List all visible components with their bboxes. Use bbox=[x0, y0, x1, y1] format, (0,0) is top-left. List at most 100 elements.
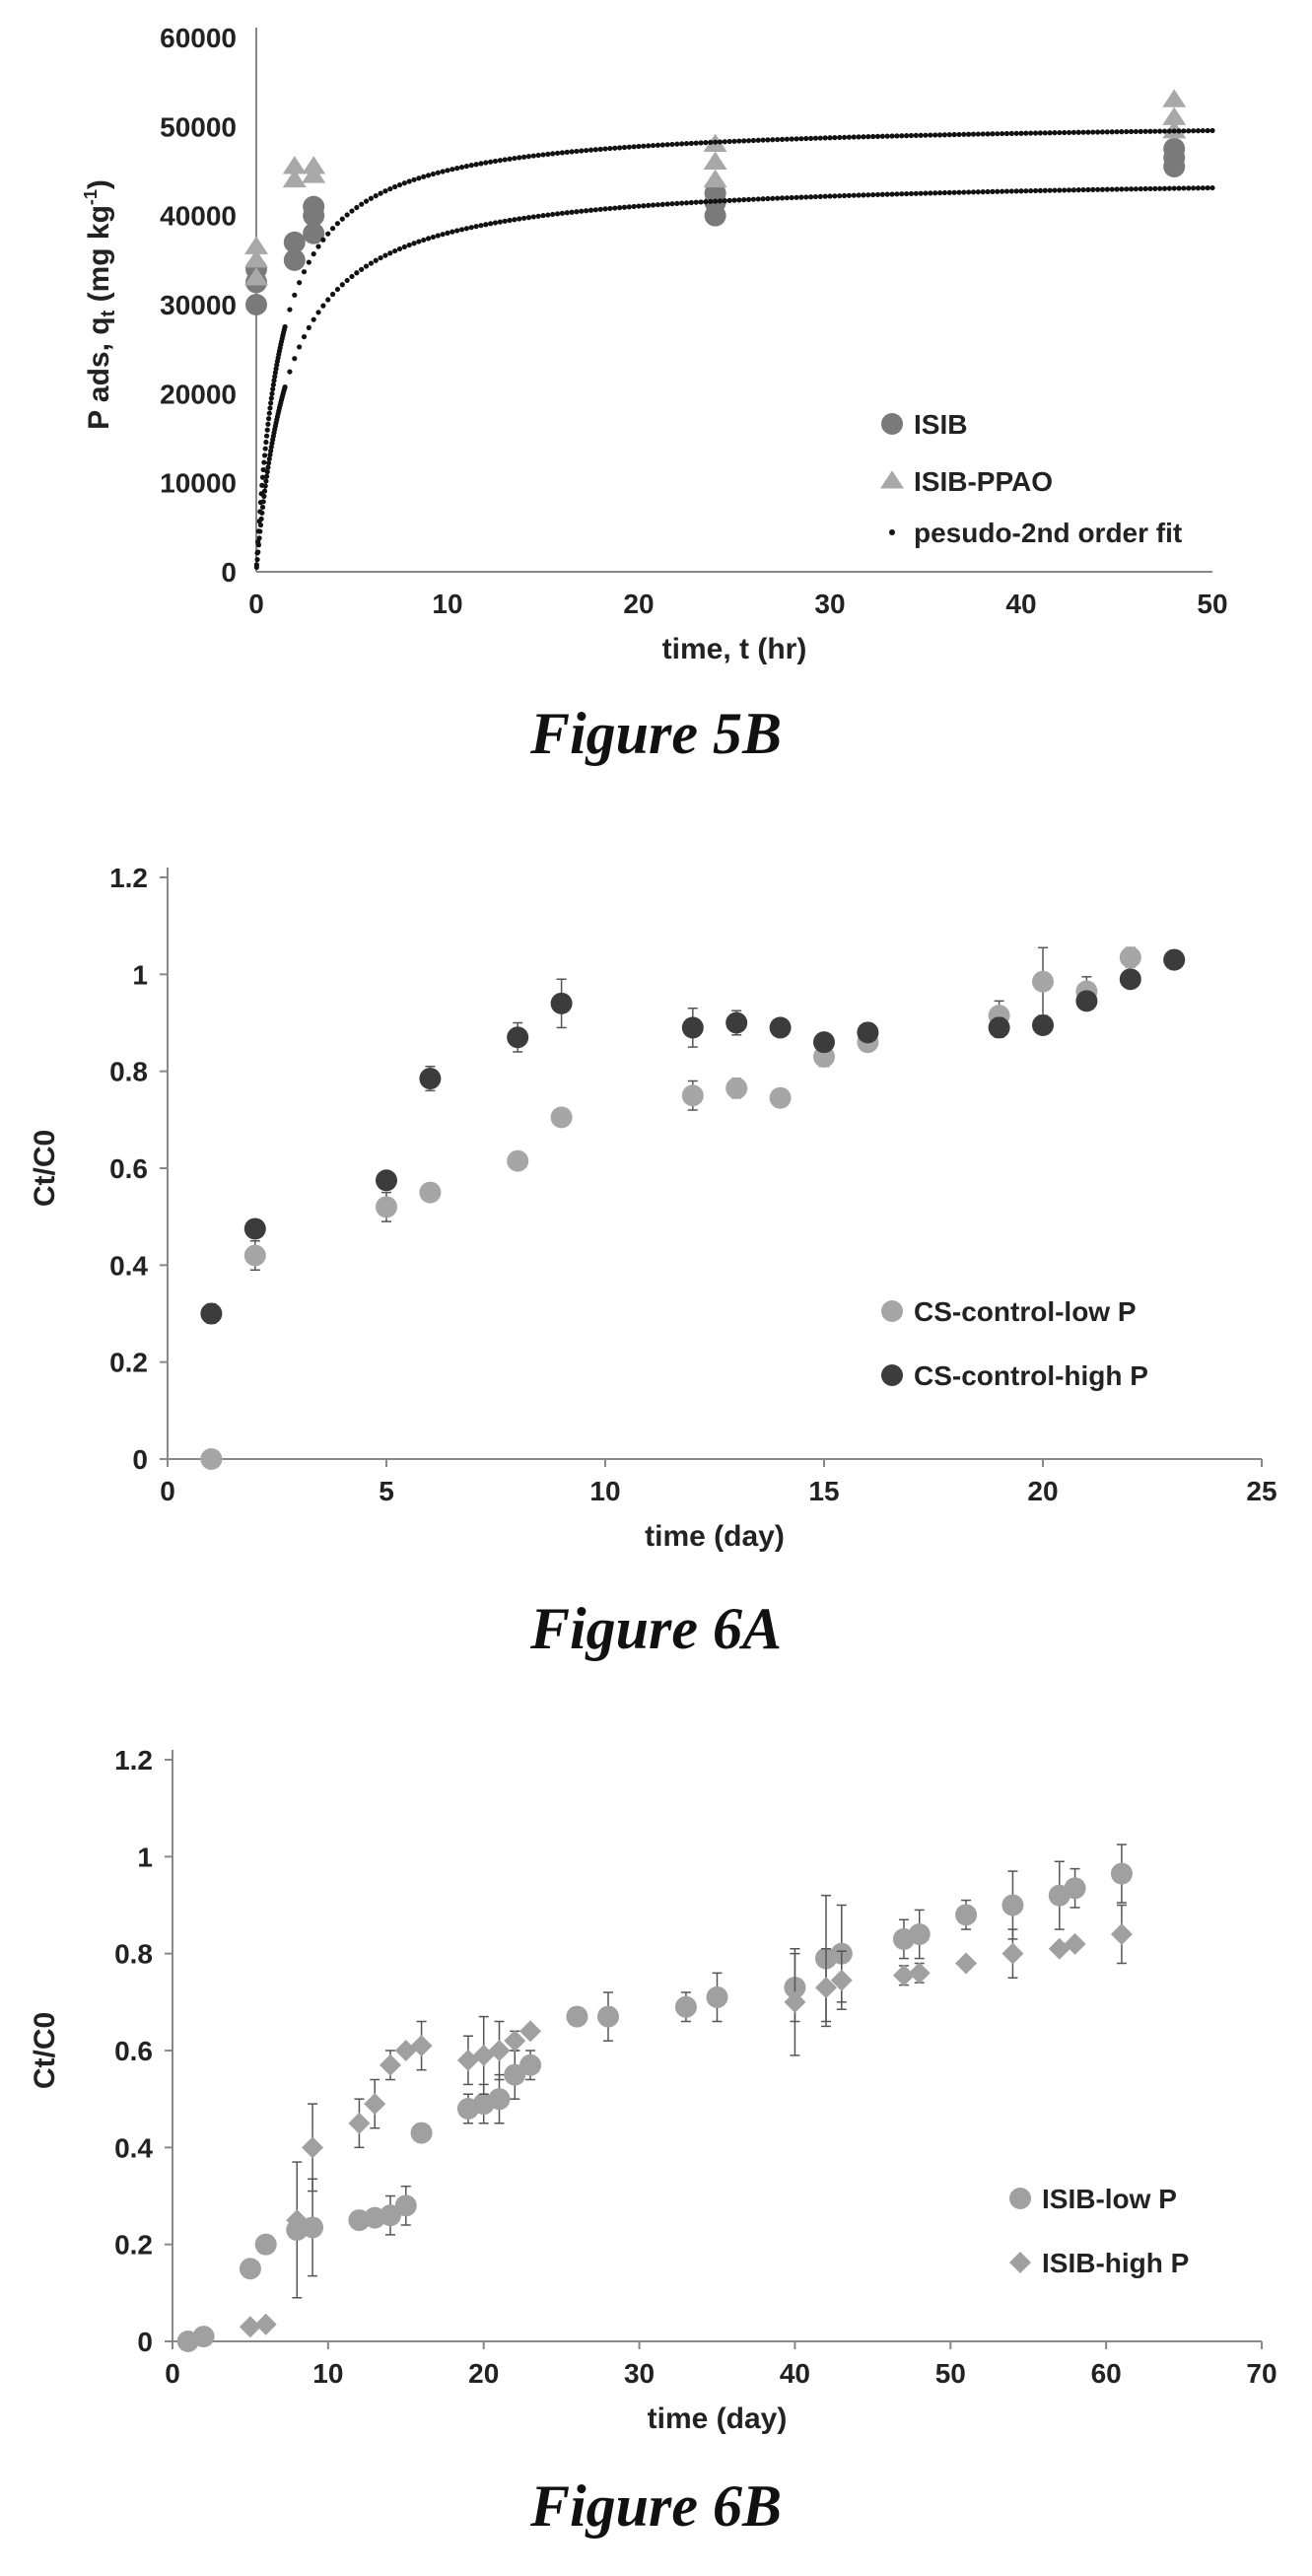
series-pesudo-2nd-order-fit-point bbox=[602, 206, 608, 212]
series-pesudo-2nd-order-fit-point bbox=[1191, 128, 1197, 134]
series-pesudo-2nd-order-fit-point bbox=[1075, 129, 1081, 135]
series-pesudo-2nd-order-fit-point bbox=[851, 192, 857, 198]
series-pesudo-2nd-order-fit-point bbox=[985, 131, 991, 137]
series-pesudo-2nd-order-fit-point bbox=[770, 195, 776, 201]
series-cs-control-high-p-point bbox=[769, 1016, 792, 1039]
series-pesudo-2nd-order-fit-point bbox=[463, 226, 469, 232]
x-tick-label: 30 bbox=[624, 2358, 655, 2389]
series-pesudo-2nd-order-fit-point bbox=[703, 140, 709, 146]
series-pesudo-2nd-order-fit-point bbox=[1114, 186, 1120, 192]
series-pesudo-2nd-order-fit-point bbox=[259, 504, 266, 511]
series-isib-low-p-point bbox=[1001, 1894, 1024, 1916]
series-pesudo-2nd-order-fit-point bbox=[646, 143, 652, 149]
series-pesudo-2nd-order-fit-point bbox=[856, 134, 862, 140]
series-pesudo-2nd-order-fit-point bbox=[1066, 129, 1072, 136]
series-pesudo-2nd-order-fit-point bbox=[1000, 130, 1005, 137]
series-isib-high-p-point bbox=[504, 2030, 526, 2053]
series-pesudo-2nd-order-fit-point bbox=[961, 189, 967, 195]
series-pesudo-2nd-order-fit-point bbox=[985, 188, 991, 195]
series-pesudo-2nd-order-fit-point bbox=[1047, 130, 1053, 136]
series-pesudo-2nd-order-fit-point bbox=[951, 131, 957, 138]
series-cs-control-low-p-legend-label: CS-control-low P bbox=[914, 1296, 1137, 1327]
series-pesudo-2nd-order-fit-point bbox=[411, 241, 417, 246]
series-cs-control-high-p-point bbox=[419, 1068, 442, 1090]
series-pesudo-2nd-order-fit-point bbox=[794, 194, 799, 200]
series-cs-control-low-p-point bbox=[725, 1077, 748, 1099]
y-tick-label: 0.6 bbox=[109, 1153, 148, 1184]
series-pesudo-2nd-order-fit-point bbox=[387, 250, 393, 256]
y-tick-label: 0.2 bbox=[109, 1348, 148, 1378]
series-pesudo-2nd-order-fit-point bbox=[416, 175, 422, 181]
series-pesudo-2nd-order-fit-point bbox=[406, 242, 412, 248]
series-isib-high-p-point bbox=[1001, 1942, 1024, 1965]
series-pesudo-2nd-order-fit-point bbox=[265, 464, 271, 470]
series-pesudo-2nd-order-fit-point bbox=[765, 137, 771, 143]
series-pesudo-2nd-order-fit-point bbox=[564, 149, 570, 155]
series-pesudo-2nd-order-fit-point bbox=[392, 183, 398, 190]
series-pesudo-2nd-order-fit-point bbox=[626, 144, 632, 150]
series-isib-low-p-point bbox=[380, 2204, 401, 2227]
y-axis-label-part: -1 bbox=[81, 189, 101, 205]
series-isib-high-p-point bbox=[286, 2209, 309, 2232]
series-pesudo-2nd-order-fit-point bbox=[1166, 128, 1172, 134]
series-pesudo-2nd-order-fit-point bbox=[1114, 129, 1120, 135]
series-pesudo-2nd-order-fit-point bbox=[411, 176, 417, 182]
series-pesudo-2nd-order-fit-point bbox=[812, 193, 819, 200]
series-pesudo-2nd-order-fit-point bbox=[760, 137, 766, 143]
series-isib-low-p-point bbox=[908, 1923, 931, 1945]
series-pesudo-2nd-order-fit-point bbox=[789, 194, 794, 201]
series-pesudo-2nd-order-fit-point bbox=[292, 292, 298, 298]
series-pesudo-2nd-order-fit-point bbox=[832, 134, 838, 141]
y-tick-label: 20000 bbox=[160, 379, 237, 409]
series-isib-low-p-point bbox=[566, 2005, 588, 2028]
series-pesudo-2nd-order-fit-point bbox=[254, 550, 260, 556]
series-isib-ppao-point bbox=[244, 267, 268, 286]
series-pesudo-2nd-order-fit-point bbox=[641, 143, 647, 149]
series-pesudo-2nd-order-fit-point bbox=[559, 210, 566, 216]
series-pesudo-2nd-order-fit-point bbox=[970, 189, 977, 195]
series-pesudo-2nd-order-fit-point bbox=[789, 136, 794, 142]
series-pesudo-2nd-order-fit-point bbox=[1171, 185, 1177, 191]
series-pesudo-2nd-order-fit-point bbox=[995, 188, 1001, 194]
series-pesudo-2nd-order-fit-point bbox=[1028, 130, 1034, 136]
series-pesudo-2nd-order-fit-point bbox=[745, 196, 752, 203]
series-pesudo-2nd-order-fit-point bbox=[579, 208, 585, 214]
series-pesudo-2nd-order-fit-point bbox=[990, 131, 996, 137]
series-pesudo-2nd-order-fit-point bbox=[745, 138, 752, 144]
y-tick-label: 1 bbox=[132, 959, 148, 990]
chart-6a: 0 5 10 15 20 25 0 0.2 0.4 0.6 0.8 1 1.2 time (day) Ct/… bbox=[29, 863, 1277, 1553]
series-pesudo-2nd-order-fit-point bbox=[463, 164, 469, 170]
series-cs-control-high-p-point bbox=[1119, 968, 1141, 991]
series-pesudo-2nd-order-fit-point bbox=[454, 228, 460, 234]
series-pesudo-2nd-order-fit-point bbox=[584, 208, 589, 214]
series-pesudo-2nd-order-fit-point bbox=[292, 356, 298, 362]
series-pesudo-2nd-order-fit-point bbox=[736, 197, 742, 203]
series-pesudo-2nd-order-fit-point bbox=[1047, 187, 1053, 193]
series-pesudo-2nd-order-fit-point bbox=[908, 190, 915, 197]
series-isib-low-p-point bbox=[239, 2258, 261, 2280]
series-pesudo-2nd-order-fit-point bbox=[1147, 128, 1153, 134]
series-pesudo-2nd-order-fit-point bbox=[1008, 130, 1014, 137]
series-pesudo-2nd-order-fit-point bbox=[368, 260, 374, 266]
series-pesudo-2nd-order-fit-point bbox=[655, 202, 661, 208]
series-pesudo-2nd-order-fit-point bbox=[468, 163, 474, 169]
series-pesudo-2nd-order-fit-point bbox=[755, 196, 761, 202]
series-pesudo-2nd-order-fit-point bbox=[1018, 188, 1024, 194]
series-isib-ppao-point bbox=[282, 156, 307, 174]
series-pesudo-2nd-order-fit-legend-marker bbox=[889, 529, 895, 535]
series-pesudo-2nd-order-fit-point bbox=[1161, 185, 1168, 191]
series-pesudo-2nd-order-fit-point bbox=[837, 193, 843, 199]
series-cs-control-high-p-point bbox=[243, 1218, 266, 1240]
series-pesudo-2nd-order-fit-point bbox=[359, 266, 365, 272]
series-isib-point bbox=[303, 222, 325, 244]
series-pesudo-2nd-order-fit-point bbox=[478, 223, 484, 229]
series-pesudo-2nd-order-fit-point bbox=[641, 203, 647, 209]
series-pesudo-2nd-order-fit-point bbox=[458, 227, 465, 233]
y-axis-label-part: (mg kg bbox=[83, 205, 115, 311]
series-pesudo-2nd-order-fit-point bbox=[253, 562, 259, 568]
series-pesudo-2nd-order-fit-point bbox=[1157, 128, 1163, 134]
series-pesudo-2nd-order-fit-point bbox=[445, 168, 450, 174]
series-pesudo-2nd-order-fit-point bbox=[430, 171, 437, 177]
series-pesudo-2nd-order-fit-point bbox=[951, 189, 957, 195]
y-axis-label-part: ) bbox=[83, 179, 115, 189]
